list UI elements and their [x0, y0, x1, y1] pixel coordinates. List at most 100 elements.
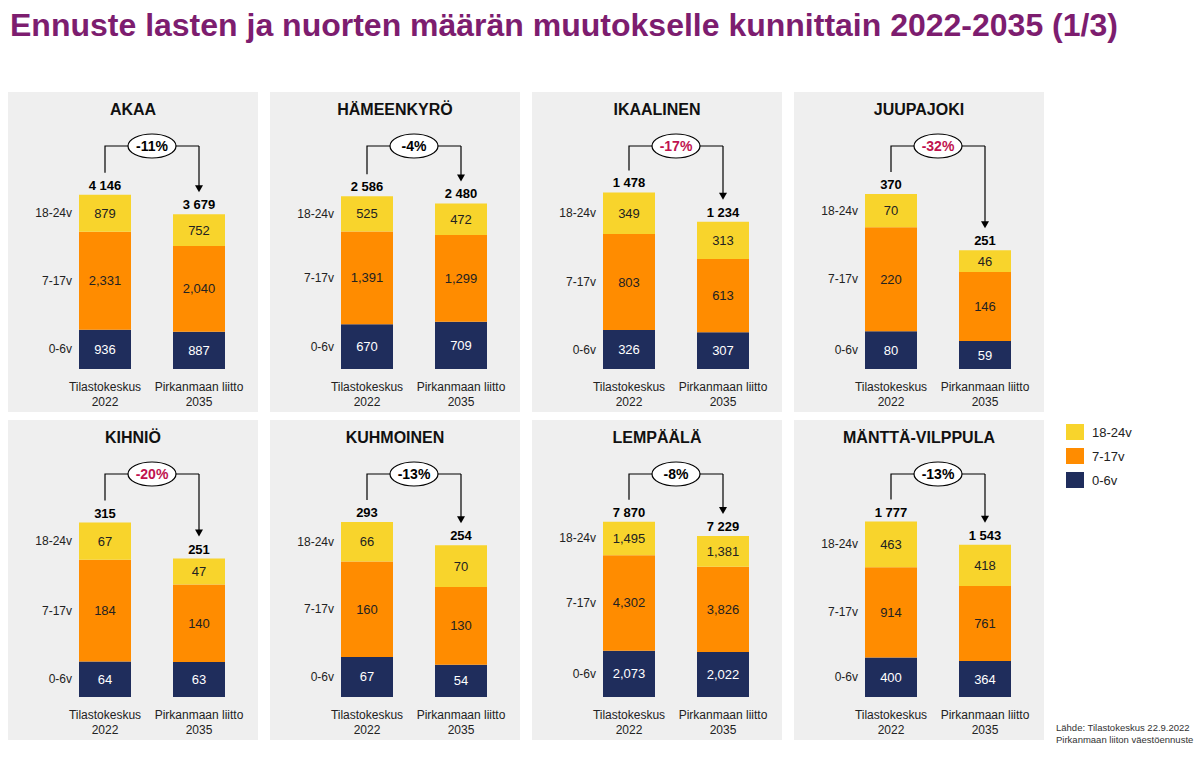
svg-text:0-6v: 0-6v: [49, 672, 72, 686]
svg-text:752: 752: [188, 223, 210, 238]
svg-text:-11%: -11%: [136, 138, 168, 154]
svg-text:140: 140: [188, 616, 210, 631]
svg-text:18-24v: 18-24v: [297, 207, 334, 221]
svg-text:18-24v: 18-24v: [821, 537, 858, 551]
svg-text:160: 160: [356, 602, 378, 617]
svg-text:Pirkanmaan liitto2035: Pirkanmaan liitto2035: [679, 708, 768, 737]
svg-text:67: 67: [98, 534, 112, 549]
svg-text:0-6v: 0-6v: [573, 667, 596, 681]
svg-text:307: 307: [712, 343, 734, 358]
svg-text:7-17v: 7-17v: [304, 271, 334, 285]
svg-text:251: 251: [188, 542, 210, 557]
svg-text:251: 251: [974, 233, 996, 248]
svg-text:293: 293: [356, 505, 378, 520]
svg-text:Tilastokeskus2022: Tilastokeskus2022: [855, 708, 927, 737]
svg-text:63: 63: [192, 672, 206, 687]
svg-text:1,381: 1,381: [707, 544, 740, 559]
svg-text:Pirkanmaan liitto2035: Pirkanmaan liitto2035: [417, 708, 506, 737]
svg-text:0-6v: 0-6v: [311, 670, 334, 684]
svg-text:-8%: -8%: [664, 466, 689, 482]
svg-text:-32%: -32%: [922, 138, 955, 154]
svg-text:7-17v: 7-17v: [828, 605, 858, 619]
svg-text:Tilastokeskus2022: Tilastokeskus2022: [855, 380, 927, 409]
svg-text:47: 47: [192, 564, 206, 579]
svg-text:914: 914: [880, 605, 902, 620]
svg-text:2 480: 2 480: [445, 186, 478, 201]
svg-text:1,495: 1,495: [613, 531, 646, 546]
svg-text:313: 313: [712, 233, 734, 248]
svg-text:18-24v: 18-24v: [35, 206, 72, 220]
svg-text:1,391: 1,391: [351, 270, 384, 285]
svg-text:670: 670: [356, 339, 378, 354]
svg-text:54: 54: [454, 673, 468, 688]
svg-text:7-17v: 7-17v: [42, 604, 72, 618]
svg-text:Pirkanmaan liitto2035: Pirkanmaan liitto2035: [941, 380, 1030, 409]
svg-text:7-17v: 7-17v: [828, 272, 858, 286]
svg-text:18-24v: 18-24v: [297, 535, 334, 549]
svg-text:46: 46: [978, 254, 992, 269]
svg-text:Tilastokeskus2022: Tilastokeskus2022: [69, 380, 141, 409]
svg-text:7-17v: 7-17v: [566, 275, 596, 289]
svg-text:418: 418: [974, 558, 996, 573]
svg-text:463: 463: [880, 537, 902, 552]
svg-text:18-24v: 18-24v: [559, 206, 596, 220]
svg-text:4,302: 4,302: [613, 595, 646, 610]
svg-text:7 870: 7 870: [613, 505, 646, 520]
svg-text:0-6v: 0-6v: [835, 670, 858, 684]
svg-text:-20%: -20%: [136, 466, 169, 482]
svg-text:1,299: 1,299: [445, 271, 478, 286]
svg-text:Tilastokeskus2022: Tilastokeskus2022: [593, 380, 665, 409]
svg-text:-4%: -4%: [402, 138, 427, 154]
svg-text:2,073: 2,073: [613, 666, 646, 681]
svg-text:Pirkanmaan liitto2035: Pirkanmaan liitto2035: [155, 380, 244, 409]
svg-text:Pirkanmaan liitto2035: Pirkanmaan liitto2035: [679, 380, 768, 409]
svg-text:0-6v: 0-6v: [311, 340, 334, 354]
svg-text:Tilastokeskus2022: Tilastokeskus2022: [593, 708, 665, 737]
svg-text:220: 220: [880, 272, 902, 287]
svg-text:Tilastokeskus2022: Tilastokeskus2022: [69, 708, 141, 737]
svg-text:1 543: 1 543: [969, 528, 1002, 543]
svg-text:7-17v: 7-17v: [304, 602, 334, 616]
svg-text:879: 879: [94, 206, 116, 221]
svg-text:472: 472: [450, 212, 472, 227]
svg-text:936: 936: [94, 342, 116, 357]
svg-text:2,022: 2,022: [707, 667, 740, 682]
svg-text:59: 59: [978, 348, 992, 363]
svg-text:1 478: 1 478: [613, 175, 646, 190]
svg-text:70: 70: [454, 559, 468, 574]
svg-text:-13%: -13%: [922, 466, 955, 482]
svg-text:709: 709: [450, 338, 472, 353]
svg-text:3 679: 3 679: [183, 197, 216, 212]
svg-text:18-24v: 18-24v: [559, 531, 596, 545]
svg-text:-17%: -17%: [660, 138, 693, 154]
svg-text:70: 70: [884, 203, 898, 218]
svg-text:18-24v: 18-24v: [821, 204, 858, 218]
svg-text:7 229: 7 229: [707, 519, 740, 534]
svg-text:Pirkanmaan liitto2035: Pirkanmaan liitto2035: [417, 380, 506, 409]
svg-text:3,826: 3,826: [707, 602, 740, 617]
svg-text:887: 887: [188, 343, 210, 358]
svg-text:-13%: -13%: [398, 466, 431, 482]
svg-text:146: 146: [974, 299, 996, 314]
svg-text:2,040: 2,040: [183, 281, 216, 296]
svg-text:18-24v: 18-24v: [35, 534, 72, 548]
svg-text:613: 613: [712, 288, 734, 303]
svg-text:7-17v: 7-17v: [42, 274, 72, 288]
svg-text:Pirkanmaan liitto2035: Pirkanmaan liitto2035: [155, 708, 244, 737]
svg-text:2 586: 2 586: [351, 179, 384, 194]
svg-text:Tilastokeskus2022: Tilastokeskus2022: [331, 380, 403, 409]
svg-text:80: 80: [884, 343, 898, 358]
svg-text:66: 66: [360, 534, 374, 549]
svg-text:803: 803: [618, 275, 640, 290]
svg-text:7-17v: 7-17v: [566, 596, 596, 610]
svg-text:525: 525: [356, 206, 378, 221]
svg-text:315: 315: [94, 506, 116, 521]
svg-text:67: 67: [360, 669, 374, 684]
svg-text:Tilastokeskus2022: Tilastokeskus2022: [331, 708, 403, 737]
svg-text:64: 64: [98, 672, 112, 687]
svg-text:2,331: 2,331: [89, 273, 122, 288]
svg-text:326: 326: [618, 342, 640, 357]
svg-text:Pirkanmaan liitto2035: Pirkanmaan liitto2035: [941, 708, 1030, 737]
svg-text:130: 130: [450, 618, 472, 633]
svg-text:0-6v: 0-6v: [573, 343, 596, 357]
